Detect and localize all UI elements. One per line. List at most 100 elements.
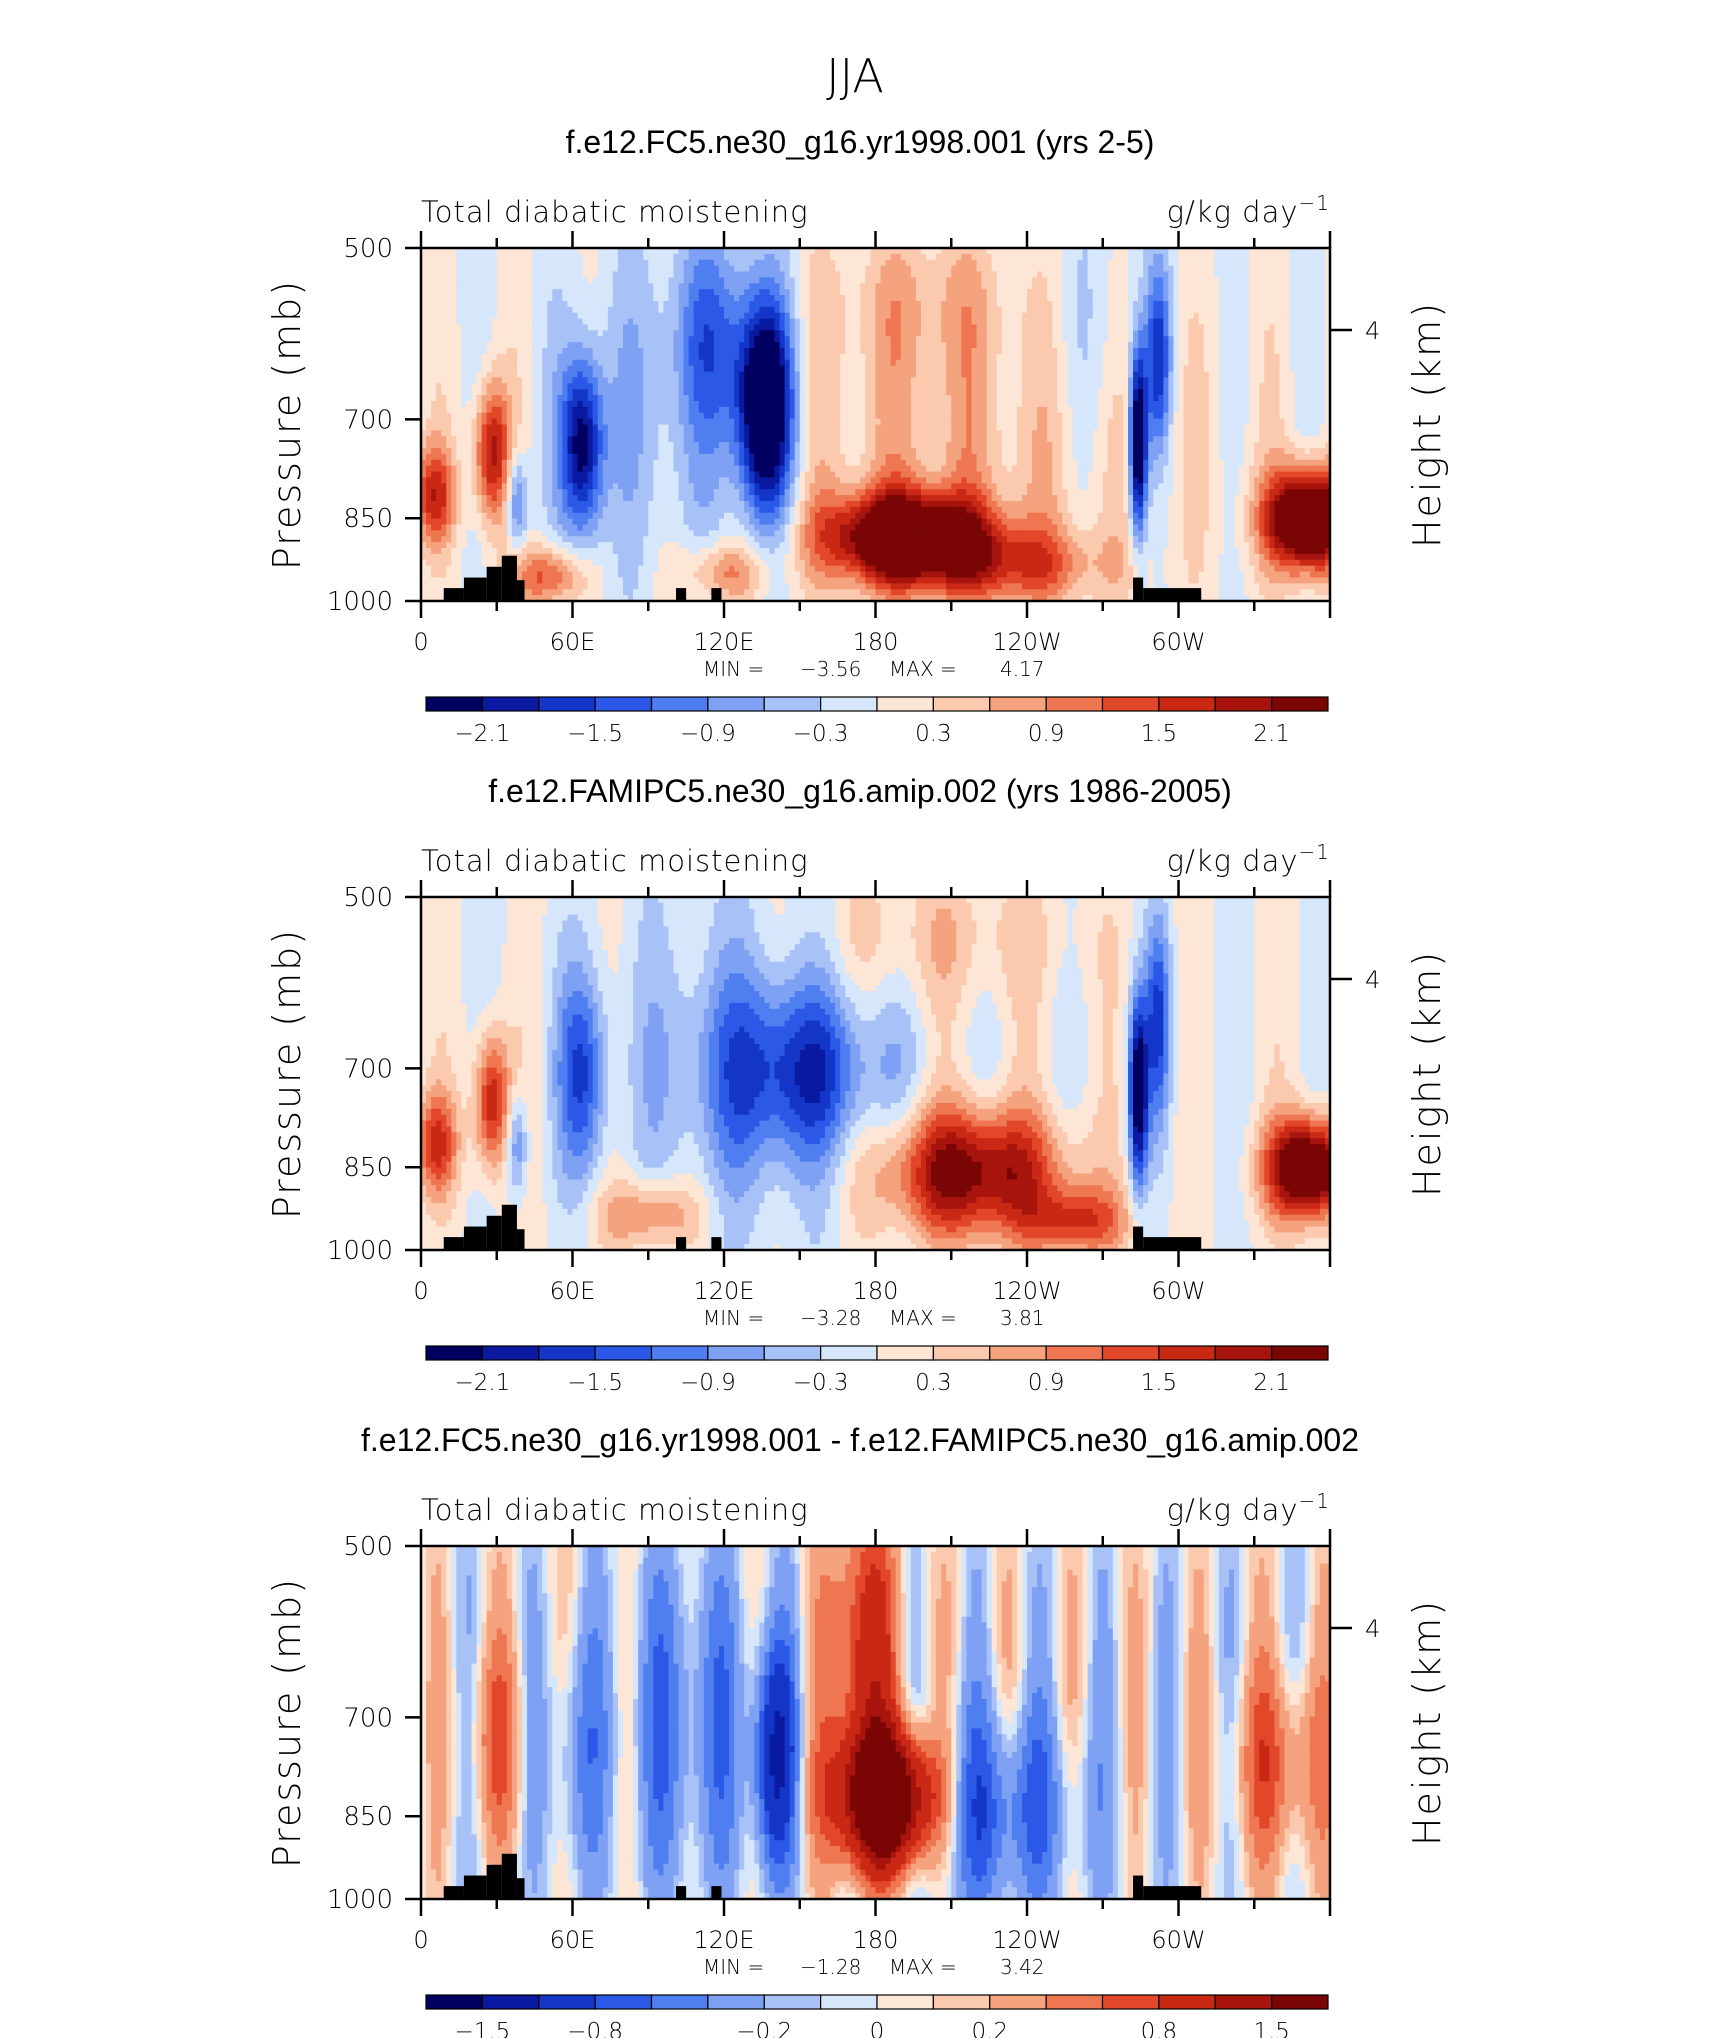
heatmap-cell [1042,283,1048,289]
heatmap-cell [800,260,806,266]
heatmap-cell [1012,254,1018,260]
heatmap-cell [1269,254,1275,260]
heatmap-cell [921,266,927,272]
heatmap-cell [840,307,846,313]
heatmap-cell [1022,307,1028,313]
heatmap-cell [966,301,972,307]
heatmap-cell [1153,260,1159,266]
heatmap-cell [1007,260,1013,266]
heatmap-cell [1173,289,1179,295]
heatmap-cell [1310,260,1316,266]
heatmap-cell [694,319,700,325]
heatmap-cell [1133,272,1139,278]
heatmap-cell [472,319,478,325]
heatmap-cell [436,319,442,325]
heatmap-cell [487,319,493,325]
heatmap-cell [795,319,801,325]
heatmap-cell [1184,324,1190,330]
heatmap-cell [1042,289,1048,295]
heatmap-cell [583,277,589,283]
heatmap-cell [1042,330,1048,336]
heatmap-cell [1269,260,1275,266]
heatmap-cell [1072,313,1078,319]
heatmap-cell [1214,266,1220,272]
heatmap-cell [805,319,811,325]
heatmap-cell [451,319,457,325]
heatmap-cell [714,324,720,330]
heatmap-cell [724,324,730,330]
heatmap-cell [997,277,1003,283]
heatmap-cell [557,289,563,295]
heatmap-cell [870,313,876,319]
heatmap-cell [1153,319,1159,325]
heatmap-cell [1310,301,1316,307]
heatmap-cell [613,289,619,295]
heatmap-cell [704,313,710,319]
heatmap-cell [643,301,649,307]
heatmap-cell [1057,254,1063,260]
heatmap-cell [1118,283,1124,289]
heatmap-cell [820,313,826,319]
heatmap-cell [830,266,836,272]
heatmap-cell [699,330,705,336]
heatmap-cell [1143,283,1149,289]
heatmap-cell [739,330,745,336]
heatmap-cell [583,330,589,336]
heatmap-cell [547,272,553,278]
heatmap-cell [860,260,866,266]
heatmap-cell [668,289,674,295]
heatmap-cell [870,330,876,336]
heatmap-cell [941,295,947,301]
heatmap-cell [724,307,730,313]
heatmap-cell [1012,324,1018,330]
heatmap-cell [1179,254,1185,260]
heatmap-cell [749,307,755,313]
heatmap-cell [618,313,624,319]
heatmap-cell [1269,295,1275,301]
heatmap-cell [1113,260,1119,266]
heatmap-cell [653,266,659,272]
heatmap-cell [1098,307,1104,313]
heatmap-cell [507,319,513,325]
heatmap-cell [906,277,912,283]
heatmap-cell [1300,307,1306,313]
heatmap-cell [1199,319,1205,325]
heatmap-cell [1249,266,1255,272]
heatmap-cell [1012,295,1018,301]
heatmap-cell [961,283,967,289]
heatmap-cell [709,254,715,260]
heatmap-cell [487,324,493,330]
heatmap-cell [1274,307,1280,313]
heatmap-cell [997,307,1003,313]
heatmap-cell [456,266,462,272]
heatmap-cell [562,307,568,313]
heatmap-cell [764,283,770,289]
heatmap-cell [1300,283,1306,289]
heatmap-cell [684,283,690,289]
heatmap-cell [547,330,553,336]
heatmap-cell [1133,319,1139,325]
heatmap-cell [704,266,710,272]
heatmap-cell [1118,307,1124,313]
heatmap-cell [517,277,523,283]
heatmap-cell [603,324,609,330]
heatmap-cell [850,319,856,325]
heatmap-cell [1219,295,1225,301]
heatmap-cell [820,260,826,266]
heatmap-cell [891,277,897,283]
heatmap-cell [1234,313,1240,319]
heatmap-cell [679,254,685,260]
heatmap-cell [426,289,432,295]
heatmap-cell [1032,277,1038,283]
heatmap-cell [522,295,528,301]
heatmap-cell [800,324,806,330]
heatmap-cell [1249,301,1255,307]
heatmap-cell [613,283,619,289]
heatmap-cell [1007,301,1013,307]
heatmap-cell [1274,254,1280,260]
heatmap-cell [1012,330,1018,336]
heatmap-cell [704,283,710,289]
heatmap-cell [1204,272,1210,278]
heatmap-cell [638,272,644,278]
heatmap-cell [461,313,467,319]
